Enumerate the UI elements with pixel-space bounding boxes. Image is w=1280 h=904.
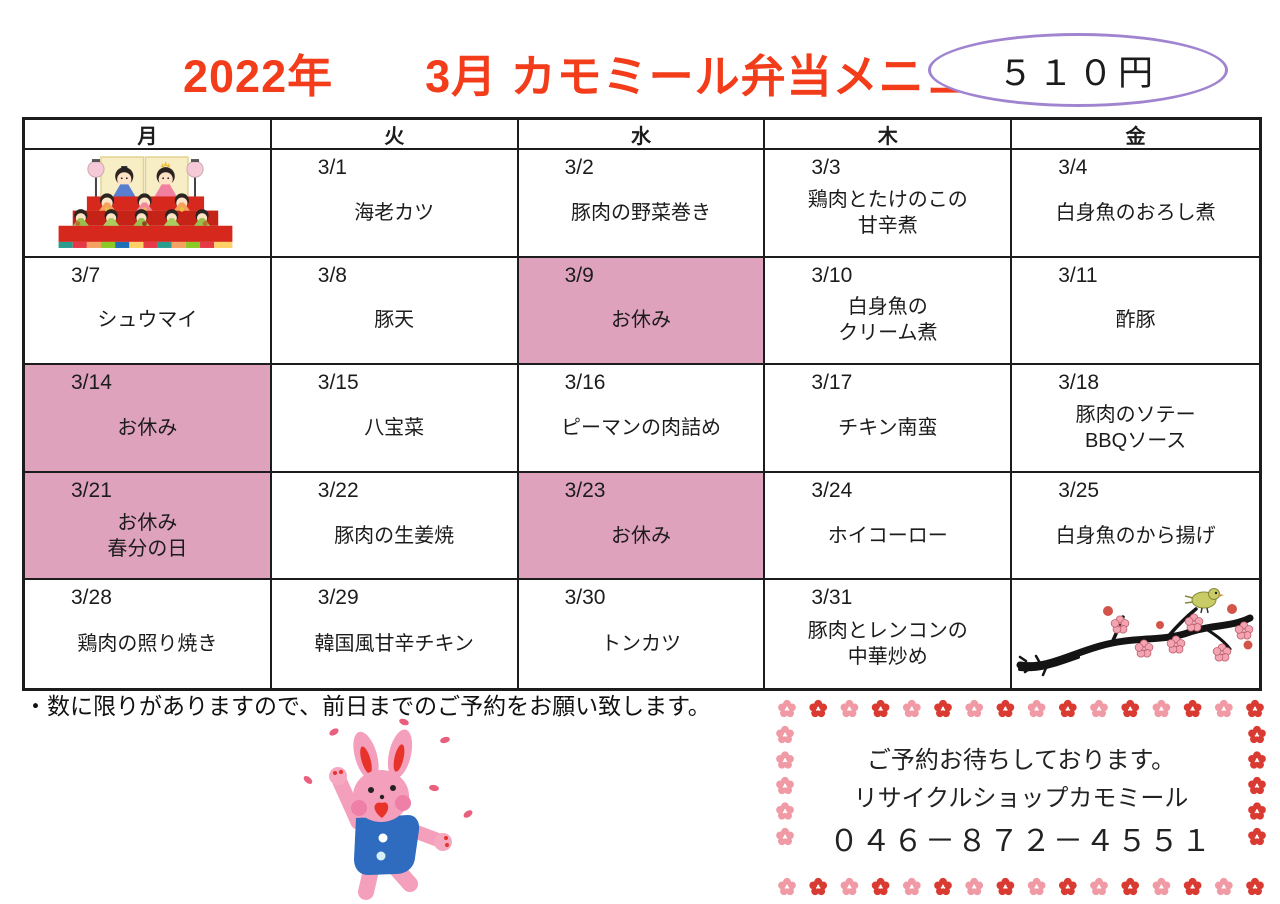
calendar-cell: 3/15 八宝菜 bbox=[271, 365, 519, 473]
calendar-cell-plum bbox=[1012, 580, 1259, 688]
menu-calendar: 月 火 水 木 金 bbox=[22, 117, 1262, 691]
cell-dish: 海老カツ bbox=[354, 201, 435, 224]
calendar-cell: 3/1 海老カツ bbox=[271, 150, 519, 258]
weekday-wednesday: 水 bbox=[518, 120, 766, 150]
cell-date: 3/2 bbox=[564, 156, 594, 179]
cell-dish: 鶏肉とたけのこの 甘辛煮 bbox=[807, 188, 968, 237]
cell-date: 3/18 bbox=[1058, 371, 1100, 395]
calendar-cell: 3/29 韓国風甘辛チキン bbox=[271, 580, 519, 688]
cell-date: 3/10 bbox=[811, 263, 853, 287]
calendar-cell: 3/22 豚肉の生姜焼 bbox=[271, 472, 519, 581]
cell-dish: 酢豚 bbox=[1115, 309, 1156, 332]
cell-date: 3/1 bbox=[317, 156, 347, 179]
cell-date: 3/24 bbox=[811, 478, 853, 502]
cell-date: 3/4 bbox=[1058, 156, 1088, 179]
cell-dish: お休み bbox=[610, 524, 671, 547]
cell-date: 3/21 bbox=[71, 478, 112, 502]
cell-date: 3/16 bbox=[564, 371, 606, 395]
cell-dish: トンカツ bbox=[600, 633, 681, 656]
contact-phone: ０４６－８７２－４５５１ bbox=[829, 825, 1213, 858]
cell-date: 3/17 bbox=[811, 371, 853, 395]
cell-dish: チキン南蛮 bbox=[838, 416, 938, 439]
cell-date: 3/11 bbox=[1058, 263, 1098, 287]
calendar-cell: 3/31 豚肉とレンコンの 中華炒め bbox=[765, 580, 1013, 688]
calendar-cell-holiday: 3/9 お休み bbox=[518, 257, 766, 366]
cell-date: 3/22 bbox=[317, 478, 359, 502]
cell-dish: 鶏肉の照り焼き bbox=[77, 633, 218, 656]
cell-date: 3/28 bbox=[71, 586, 112, 610]
cell-dish: 韓国風甘辛チキン bbox=[314, 633, 474, 656]
cell-date: 3/8 bbox=[317, 263, 347, 287]
cell-date: 3/29 bbox=[317, 586, 359, 610]
calendar-cell: 3/16 ピーマンの肉詰め bbox=[518, 365, 766, 473]
cell-dish: 白身魚のから揚げ bbox=[1055, 524, 1216, 547]
cell-dish: お休み 春分の日 bbox=[107, 511, 188, 560]
cell-dish: お休み bbox=[610, 309, 671, 332]
calendar-cell: 3/10 白身魚の クリーム煮 bbox=[765, 257, 1013, 366]
cell-dish: ホイコーロー bbox=[827, 524, 948, 547]
cell-dish: 豚肉のソテー BBQソース bbox=[1075, 403, 1196, 452]
cell-date: 3/23 bbox=[564, 478, 606, 502]
weekday-tuesday: 火 bbox=[271, 120, 519, 150]
jumping-rabbit-illustration bbox=[303, 718, 473, 900]
weekday-monday: 月 bbox=[25, 120, 272, 150]
reservation-note: ・数に限りがありますので、前日までのご予約をお願い致します。 bbox=[24, 693, 711, 719]
weekday-friday: 金 bbox=[1012, 120, 1259, 150]
cell-date: 3/25 bbox=[1058, 478, 1100, 502]
calendar-cell-holiday: 3/23 お休み bbox=[518, 472, 766, 581]
cell-date: 3/7 bbox=[71, 263, 101, 287]
calendar-cell: 3/25 白身魚のから揚げ bbox=[1012, 472, 1259, 581]
calendar-cell: 3/11 酢豚 bbox=[1012, 257, 1259, 366]
calendar-cell: 3/30 トンカツ bbox=[518, 580, 766, 688]
calendar-cell-holiday: 3/21 お休み 春分の日 bbox=[25, 472, 272, 581]
calendar-cell: 3/17 チキン南蛮 bbox=[765, 365, 1013, 473]
plum-branch-bird-illustration bbox=[1016, 588, 1254, 677]
cell-dish: シュウマイ bbox=[97, 309, 198, 332]
calendar-cell: 3/7 シュウマイ bbox=[25, 257, 272, 366]
calendar-cell: 3/3 鶏肉とたけのこの 甘辛煮 bbox=[765, 150, 1013, 258]
cell-dish: 豚肉の野菜巻き bbox=[570, 201, 711, 224]
cell-dish: 豚肉とレンコンの 中華炒め bbox=[807, 620, 968, 669]
calendar-cell: 3/8 豚天 bbox=[271, 257, 519, 366]
weekday-thursday: 木 bbox=[765, 120, 1013, 150]
calendar-cell: 3/28 鶏肉の照り焼き bbox=[25, 580, 272, 688]
cell-dish: 白身魚の クリーム煮 bbox=[838, 296, 938, 345]
cell-date: 3/3 bbox=[811, 156, 841, 179]
cell-date: 3/31 bbox=[811, 586, 853, 610]
cell-date: 3/30 bbox=[564, 586, 606, 610]
calendar-cell: 3/2 豚肉の野菜巻き bbox=[518, 150, 766, 258]
cell-dish: 豚肉の生姜焼 bbox=[334, 524, 455, 547]
cell-date: 3/9 bbox=[564, 263, 594, 287]
calendar-cell: 3/24 ホイコーロー bbox=[765, 472, 1013, 581]
calendar-cell-hina bbox=[25, 150, 272, 258]
calendar-cell: 3/4 白身魚のおろし煮 bbox=[1012, 150, 1259, 258]
hina-dolls-illustration bbox=[58, 156, 233, 249]
contact-line2: リサイクルショップカモミール bbox=[853, 785, 1189, 812]
calendar-cell: 3/18 豚肉のソテー BBQソース bbox=[1012, 365, 1259, 473]
price-badge: ５１０円 bbox=[928, 33, 1228, 107]
cell-dish: お休み bbox=[117, 416, 178, 439]
cell-date: 3/14 bbox=[71, 371, 112, 395]
cell-date: 3/15 bbox=[317, 371, 359, 395]
calendar-cell-holiday: 3/14 お休み bbox=[25, 365, 272, 473]
page-title: 2022年 3月 カモミール弁当メニュー bbox=[183, 51, 1017, 102]
cell-dish: 八宝菜 bbox=[364, 416, 425, 439]
cell-dish: 豚天 bbox=[374, 309, 415, 332]
contact-box: ご予約お待ちしております。 リサイクルショップカモミール ０４６－８７２－４５５… bbox=[772, 696, 1270, 900]
price-text: ５１０円 bbox=[997, 53, 1158, 93]
contact-line1: ご予約お待ちしております。 bbox=[866, 747, 1176, 774]
cell-dish: 白身魚のおろし煮 bbox=[1055, 201, 1216, 224]
cell-dish: ピーマンの肉詰め bbox=[560, 416, 721, 439]
